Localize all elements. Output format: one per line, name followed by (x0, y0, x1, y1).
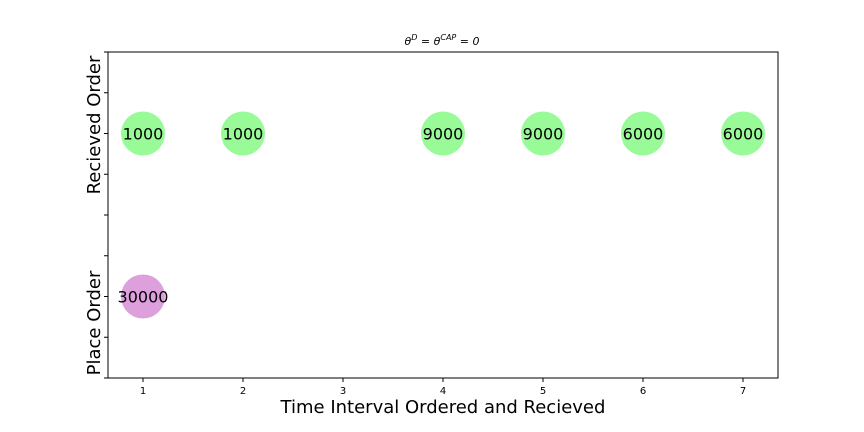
x-tick-label: 7 (740, 386, 746, 397)
x-axis-ticks: 1 2 3 4 5 6 7 (140, 378, 746, 397)
bubble-marker (421, 111, 465, 156)
x-tick-label: 3 (340, 386, 346, 397)
bubble-value-label: 6000 (623, 125, 664, 144)
plot-area (107, 51, 779, 379)
bubble-value-label: 30000 (118, 288, 169, 307)
bubble-marker (121, 111, 165, 156)
x-tick-label: 4 (440, 386, 446, 397)
bubble-value-label: 9000 (523, 125, 564, 144)
bubble-value-label: 1000 (223, 125, 264, 144)
bubble-value-label: 9000 (423, 125, 464, 144)
bubble-marker (721, 111, 765, 156)
bubble-value-label: 1000 (123, 125, 164, 144)
chart-title: θD = θCAP = 0 (405, 33, 480, 48)
y-category-label-received: Recieved Order (84, 55, 105, 194)
bubble-marker (121, 274, 165, 319)
y-category-label-placed: Place Order (84, 270, 105, 375)
bubble-marker (221, 111, 265, 156)
x-tick-label: 1 (140, 386, 146, 397)
x-axis-label: Time Interval Ordered and Recieved (280, 397, 606, 418)
x-tick-label: 6 (640, 386, 646, 397)
x-tick-label: 5 (540, 386, 546, 397)
bubble-marker (621, 111, 665, 156)
x-tick-label: 2 (240, 386, 246, 397)
bubble-marker (521, 111, 565, 156)
bubble-value-label: 6000 (723, 125, 764, 144)
y-axis-ticks (104, 51, 108, 379)
bubble-layer: 30000 1000 1000 9000 9000 6000 6000 (118, 111, 765, 319)
